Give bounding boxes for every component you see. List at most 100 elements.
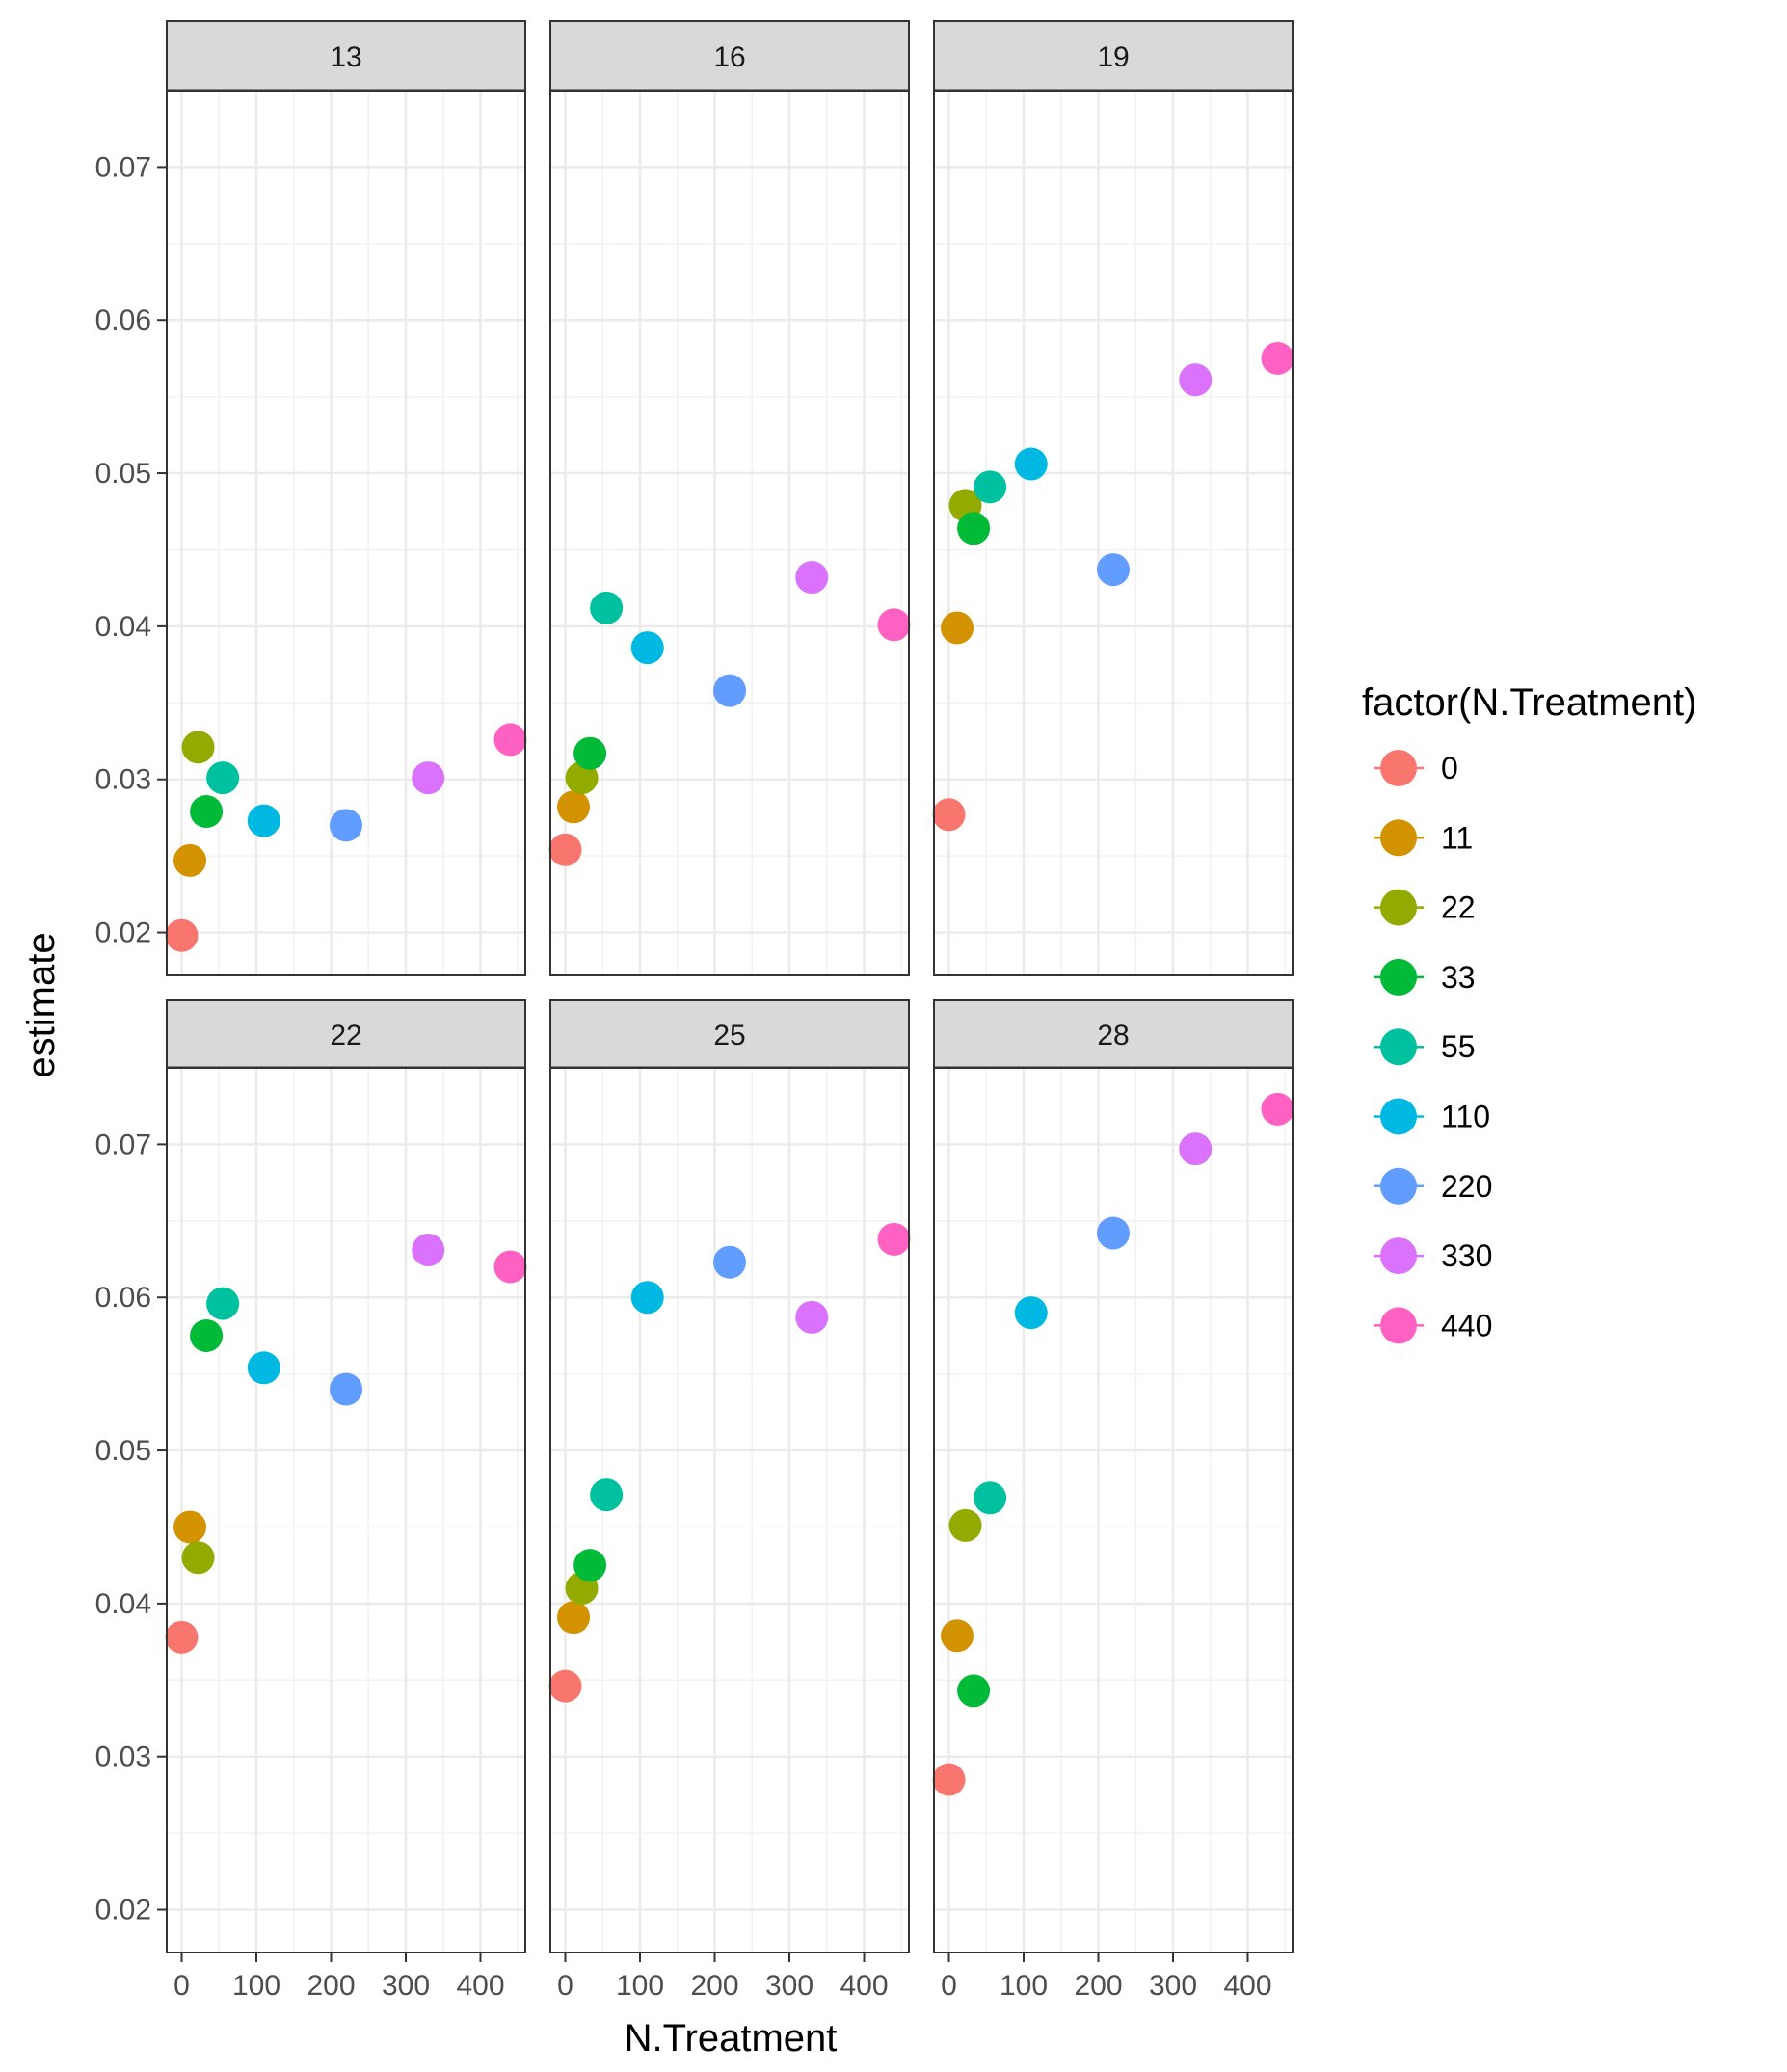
data-point xyxy=(1179,1132,1213,1166)
y-axes: 0.02 0.03 0.04 0.05 0.06 0.07 0.02 0.03 0.04 0.05… xyxy=(95,151,167,1926)
x-tick-label: 200 xyxy=(690,1970,738,2002)
facet-strip-label: 25 xyxy=(713,1020,745,1051)
facet-panel-16: 16 xyxy=(548,20,911,976)
data-point xyxy=(165,1620,199,1654)
data-point xyxy=(173,843,207,877)
legend-item-330: 330 xyxy=(1374,1237,1492,1275)
data-point xyxy=(206,1287,240,1320)
y-tick-label: 0.05 xyxy=(95,1435,151,1467)
legend-label: 440 xyxy=(1441,1308,1492,1342)
facet-strip-label: 13 xyxy=(330,41,361,73)
plot-background xyxy=(550,91,909,975)
facet-strip xyxy=(933,20,1294,92)
data-point xyxy=(713,1245,746,1279)
data-point xyxy=(630,631,664,665)
data-point xyxy=(795,1300,829,1334)
data-point xyxy=(1014,1296,1048,1330)
y-tick-label: 0.06 xyxy=(95,1282,151,1314)
legend-key-point xyxy=(1380,1237,1417,1275)
data-point xyxy=(932,1763,966,1796)
legend-label: 220 xyxy=(1441,1169,1492,1204)
data-point xyxy=(573,1549,607,1582)
x-tick-label: 400 xyxy=(1223,1970,1271,2002)
data-point xyxy=(412,761,445,795)
data-point xyxy=(247,1351,280,1385)
facet-strip-label: 28 xyxy=(1097,1020,1129,1051)
plot-background xyxy=(167,1068,525,1952)
legend-key-point xyxy=(1380,819,1417,857)
legend-title: factor(N.Treatment) xyxy=(1362,681,1696,724)
facet-strip xyxy=(166,20,526,92)
data-point xyxy=(957,512,991,545)
facet-strip xyxy=(549,999,910,1069)
panel-border xyxy=(166,90,526,976)
panel-border xyxy=(933,90,1294,976)
legend-label: 110 xyxy=(1441,1100,1490,1134)
data-point xyxy=(957,1674,991,1708)
legend-item-0: 0 xyxy=(1374,750,1458,786)
legend-item-22: 22 xyxy=(1374,889,1476,926)
legend-key-point xyxy=(1380,1028,1417,1066)
legend-label: 55 xyxy=(1441,1029,1476,1064)
data-point xyxy=(1097,1216,1130,1250)
x-axes: 0 100 200 300 400 0 100 200 300 400 0 100 200 300 400 xyxy=(173,1952,1272,2002)
data-point xyxy=(206,761,240,795)
panel-border xyxy=(933,1067,1294,1953)
x-tick-label: 100 xyxy=(232,1970,280,2002)
data-point xyxy=(493,1250,527,1284)
data-point xyxy=(573,736,607,770)
y-tick-label: 0.04 xyxy=(95,611,151,643)
facet-panel-25: 25 xyxy=(548,999,911,1953)
data-point xyxy=(941,1619,974,1653)
data-point xyxy=(590,591,624,624)
y-tick-label: 0.03 xyxy=(95,1741,151,1773)
data-point xyxy=(948,1508,982,1542)
x-tick-label: 300 xyxy=(765,1970,813,2002)
legend-key-point xyxy=(1380,889,1417,926)
data-point xyxy=(877,608,911,642)
y-tick-label: 0.02 xyxy=(95,1895,151,1926)
data-point xyxy=(493,723,527,757)
data-point xyxy=(974,1481,1007,1515)
data-point xyxy=(1014,447,1048,481)
data-point xyxy=(247,804,280,837)
data-point xyxy=(557,1601,591,1634)
data-point xyxy=(190,795,224,829)
x-tick-label: 0 xyxy=(941,1970,957,2002)
data-point xyxy=(877,1222,911,1256)
data-point xyxy=(548,833,582,866)
y-tick-label: 0.04 xyxy=(95,1588,151,1620)
data-point xyxy=(1179,363,1213,397)
data-point xyxy=(181,731,215,764)
data-point xyxy=(173,1510,207,1544)
x-tick-label: 200 xyxy=(1074,1970,1122,2002)
legend-label: 0 xyxy=(1441,751,1458,785)
facet-panels: 13 16 19 22 25 28 xyxy=(165,20,1294,1953)
plot-background xyxy=(934,91,1293,975)
x-tick-label: 0 xyxy=(173,1970,190,2002)
legend-key-point xyxy=(1380,1307,1417,1344)
facet-strip-label: 19 xyxy=(1097,41,1129,73)
legend-item-55: 55 xyxy=(1374,1028,1476,1066)
facet-panel-22: 22 xyxy=(165,999,527,1953)
panel-border xyxy=(166,1067,526,1953)
legend: factor(N.Treatment) 0 11 22 33 55 110 220 330 44… xyxy=(1362,681,1696,1344)
plot-background xyxy=(167,91,525,975)
legend-item-110: 110 xyxy=(1374,1098,1490,1135)
data-point xyxy=(713,674,746,707)
legend-item-11: 11 xyxy=(1374,819,1473,857)
data-point xyxy=(941,611,974,645)
x-tick-label: 400 xyxy=(840,1970,888,2002)
facet-panel-28: 28 xyxy=(932,999,1294,1953)
data-point xyxy=(1261,1092,1294,1126)
data-point xyxy=(557,790,591,824)
data-point xyxy=(630,1281,664,1315)
data-point xyxy=(932,798,966,832)
data-point xyxy=(548,1669,582,1703)
data-point xyxy=(1097,553,1130,587)
legend-label: 330 xyxy=(1441,1238,1492,1273)
legend-label: 11 xyxy=(1441,820,1473,855)
data-point xyxy=(330,1372,362,1406)
